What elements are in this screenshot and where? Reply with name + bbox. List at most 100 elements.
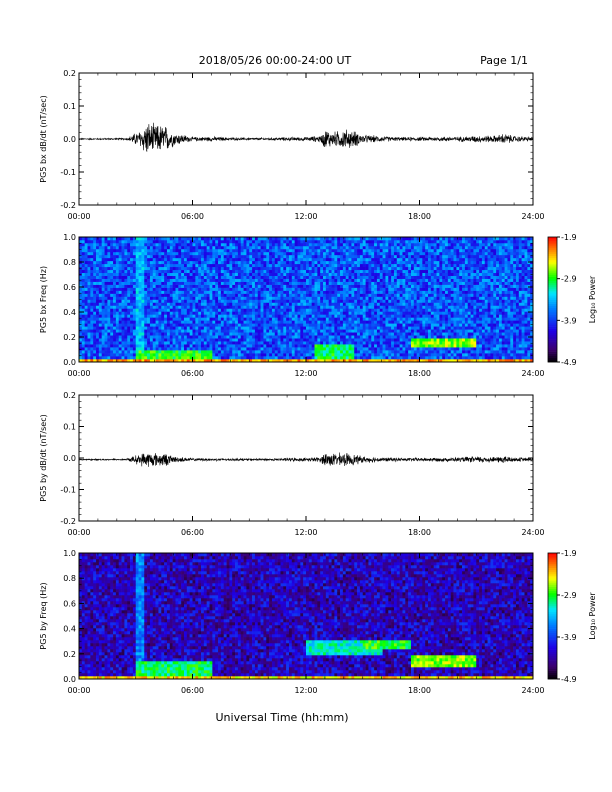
spectrogram-cell xyxy=(127,326,131,330)
spectrogram-cell xyxy=(317,299,321,303)
spectrogram-cell xyxy=(331,242,335,247)
spectrogram-cell xyxy=(175,323,179,327)
spectrogram-cell xyxy=(254,266,259,271)
panel-2-spectrogram xyxy=(79,237,534,363)
spectrogram-cell xyxy=(203,290,207,294)
spectrogram-cell xyxy=(183,302,188,306)
spectrogram-cell xyxy=(240,341,244,345)
spectrogram-cell xyxy=(345,302,349,306)
spectrogram-cell xyxy=(220,237,225,241)
spectrogram-cell xyxy=(271,237,276,241)
spectrogram-cell xyxy=(132,356,137,360)
spectrogram-cell xyxy=(294,317,298,321)
spectrogram-cell xyxy=(271,335,276,339)
spectrogram-cell xyxy=(226,290,230,294)
spectrogram-cell xyxy=(110,314,114,318)
spectrogram-cell xyxy=(206,242,210,247)
spectrogram-cell xyxy=(246,287,250,291)
spectrogram-cell xyxy=(110,347,114,351)
spectrogram-cell xyxy=(203,278,207,282)
spectrogram-cell xyxy=(132,299,137,303)
spectrogram-cell xyxy=(374,308,378,312)
spectrogram-cell xyxy=(132,242,137,247)
spectrogram-cell xyxy=(317,248,321,253)
spectrogram-cell xyxy=(189,302,193,306)
spectrogram-cell xyxy=(323,245,327,250)
spectrogram-cell xyxy=(164,305,168,309)
spectrogram-cell xyxy=(277,314,281,318)
spectrogram-cell xyxy=(192,329,196,333)
spectrogram-cell xyxy=(354,356,358,360)
spectrogram-cell xyxy=(158,305,162,309)
spectrogram-cell xyxy=(155,239,159,244)
spectrogram-cell xyxy=(175,353,179,357)
spectrogram-cell xyxy=(232,314,236,318)
spectrogram-cell xyxy=(121,350,125,354)
spectrogram-cell xyxy=(144,245,148,250)
spectrogram-cell xyxy=(405,251,409,256)
spectrogram-cell xyxy=(209,237,213,241)
spectrogram-cell xyxy=(376,239,381,244)
spectrogram-cell xyxy=(283,263,287,268)
spectrogram-cell xyxy=(169,287,173,291)
spectrogram-cell xyxy=(113,245,117,250)
spectrogram-cell xyxy=(130,290,134,294)
spectrogram-cell xyxy=(201,248,205,253)
spectrogram-cell xyxy=(178,356,182,360)
spectrogram-cell xyxy=(396,263,400,268)
spectrogram-cell xyxy=(226,323,230,327)
spectrogram-cell xyxy=(218,248,222,253)
spectrogram-cell xyxy=(376,242,381,247)
spectrogram-cell xyxy=(263,335,267,339)
spectrogram-cell xyxy=(169,332,173,336)
spectrogram-cell xyxy=(388,323,392,327)
spectrogram-cell xyxy=(257,323,261,327)
spectrogram-cell xyxy=(206,317,210,321)
spectrogram-cell xyxy=(345,266,349,271)
spectrogram-cell xyxy=(399,251,403,256)
spectrogram-cell xyxy=(113,242,117,247)
spectrogram-cell xyxy=(223,344,227,348)
spectrogram-cell xyxy=(98,248,102,253)
spectrogram-cell xyxy=(166,329,171,333)
spectrogram-cell xyxy=(393,239,398,244)
spectrogram-cell xyxy=(359,239,364,244)
spectrogram-cell xyxy=(98,257,102,262)
spectrogram-cell xyxy=(334,296,338,300)
spectrogram-cell xyxy=(266,293,270,297)
spectrogram-cell xyxy=(266,251,270,256)
spectrogram-cell xyxy=(379,263,383,268)
spectrogram-cell xyxy=(243,281,247,285)
spectrogram-cell xyxy=(226,302,230,306)
spectrogram-cell xyxy=(249,296,253,300)
spectrogram-cell xyxy=(198,245,202,250)
spectrogram-cell xyxy=(306,302,310,306)
y-tick-label: -0.2 xyxy=(60,201,76,210)
spectrogram-cell xyxy=(138,359,142,363)
spectrogram-cell xyxy=(314,347,318,351)
page-number: Page 1/1 xyxy=(480,54,528,67)
spectrogram-cell xyxy=(229,251,233,256)
spectrogram-cell xyxy=(291,299,295,303)
spectrogram-cell xyxy=(218,344,222,348)
spectrogram-cell xyxy=(130,299,134,303)
spectrogram-cell xyxy=(104,272,108,276)
spectrogram-cell xyxy=(328,278,332,282)
spectrogram-cell xyxy=(362,242,366,247)
spectrogram-cell xyxy=(220,305,225,309)
spectrogram-cell xyxy=(317,245,321,250)
spectrogram-cell xyxy=(385,284,389,288)
spectrogram-cell xyxy=(286,263,290,268)
spectrogram-cell xyxy=(266,347,270,351)
spectrogram-cell xyxy=(249,317,253,321)
spectrogram-cell xyxy=(288,263,293,268)
spectrogram-cell xyxy=(84,254,88,259)
spectrogram-cell xyxy=(354,242,358,247)
spectrogram-cell xyxy=(152,353,156,357)
spectrogram-cell xyxy=(93,237,97,241)
spectrogram-cell xyxy=(328,239,332,244)
spectrogram-cell xyxy=(254,281,259,285)
spectrogram-cell xyxy=(237,242,242,247)
spectrogram-cell xyxy=(169,293,173,297)
spectrogram-cell xyxy=(308,311,312,315)
